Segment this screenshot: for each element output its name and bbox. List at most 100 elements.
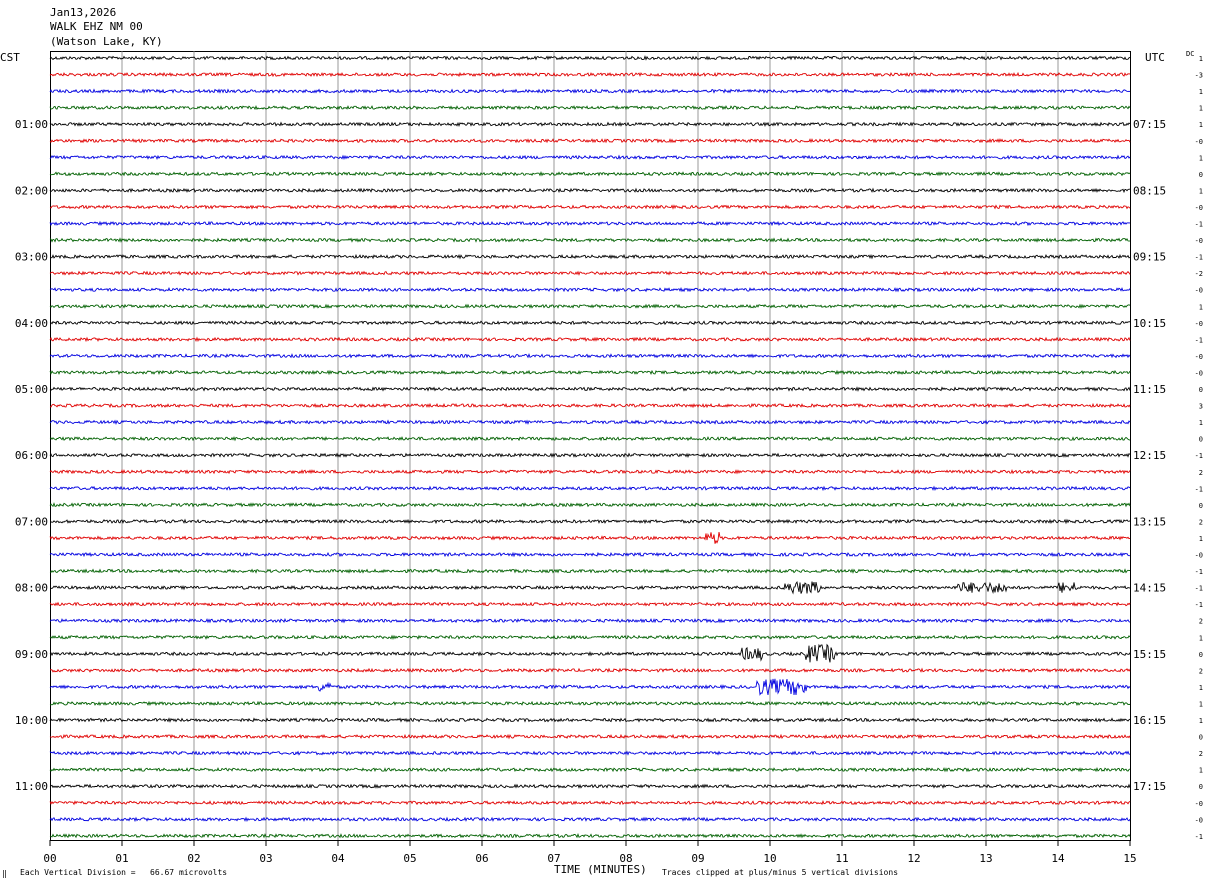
trace-row-36	[49, 634, 1131, 641]
trace-row-37	[49, 643, 1131, 663]
dc-offset-value: 2	[1199, 667, 1203, 675]
minute-grid	[121, 51, 1059, 840]
right-hour-label: 15:15	[1133, 648, 1166, 661]
dc-offset-value: -0	[1195, 800, 1203, 808]
left-hour-label: 05:00	[15, 383, 48, 396]
right-hour-label: 09:15	[1133, 251, 1166, 264]
left-hour-label: 04:00	[15, 317, 48, 330]
dc-offset-value: -0	[1195, 320, 1203, 328]
dc-offset-value: 1	[1199, 121, 1203, 129]
dc-offset-value: 0	[1199, 734, 1203, 742]
trace-row-10	[49, 204, 1131, 210]
dc-offset-value: 1	[1199, 767, 1203, 775]
trace-row-23	[49, 419, 1131, 425]
trace-row-12	[49, 237, 1131, 243]
x-tick-label: 10	[763, 852, 776, 865]
dc-offset-value: 0	[1199, 436, 1203, 444]
dc-offset-value: 1	[1199, 55, 1203, 63]
trace-row-9	[49, 187, 1130, 194]
x-tick-label: 06	[475, 852, 488, 865]
trace-row-42	[49, 733, 1131, 740]
trace-row-17	[49, 319, 1131, 326]
header-date: Jan13,2026	[50, 6, 116, 19]
trace-row-26	[49, 468, 1131, 475]
dc-offset-value: 1	[1199, 684, 1203, 692]
right-timezone-label: UTC	[1145, 51, 1165, 64]
dc-offset-value: 1	[1199, 634, 1203, 642]
trace-row-27	[49, 485, 1131, 492]
left-timezone-label: CST	[0, 51, 20, 64]
right-hour-label: 12:15	[1133, 449, 1166, 462]
trace-row-8	[49, 171, 1131, 177]
x-tick-label: 15	[1123, 852, 1136, 865]
trace-row-43	[49, 750, 1131, 756]
trace-row-24	[49, 436, 1131, 442]
trace-row-33	[49, 580, 1131, 595]
trace-row-47	[49, 816, 1131, 823]
trace-row-39	[49, 678, 1131, 696]
dc-offset-value: 1	[1199, 535, 1203, 543]
dc-offset-value: 3	[1199, 403, 1203, 411]
dc-offset-value: -1	[1195, 833, 1203, 841]
right-hour-label: 08:15	[1133, 184, 1166, 197]
right-hour-label: 17:15	[1133, 780, 1166, 793]
x-tick-label: 02	[187, 852, 200, 865]
scale-bar-mark: ‖	[2, 869, 7, 878]
right-hour-label: 11:15	[1133, 383, 1166, 396]
left-hour-label: 07:00	[15, 515, 48, 528]
trace-row-19	[49, 353, 1131, 359]
x-tick-label: 04	[331, 852, 345, 865]
trace-row-5	[49, 121, 1131, 128]
trace-row-2	[49, 71, 1131, 78]
dc-offset-values: 1 -3 1 1 1 -0 1 0 1 -0 -1 -0 -1 -2 -0 1 -0 -1 -0 -0 0 3 1 0 -1 2 -…	[1195, 55, 1203, 841]
dc-offset-value: 1	[1199, 154, 1203, 162]
x-tick-label: 09	[691, 852, 704, 865]
header-location: (Watson Lake, KY)	[50, 35, 163, 48]
x-tick-label: 14	[1051, 852, 1065, 865]
dc-offset-value: -1	[1195, 585, 1203, 593]
right-time-labels: 07:15 08:15 09:15 10:15 11:15 12:15 13:15 14:15…	[1133, 118, 1166, 793]
x-tick-label: 00	[43, 852, 56, 865]
trace-row-35	[49, 617, 1131, 624]
left-time-labels: 01:00 02:00 03:00 04:00 05:00 06:00 07:00 08:00…	[15, 118, 48, 793]
dc-offset-value: -3	[1195, 72, 1203, 80]
trace-row-14	[49, 270, 1131, 276]
seismic-traces	[49, 55, 1131, 839]
clip-text: Traces clipped at plus/minus 5 vertical …	[662, 868, 898, 877]
trace-row-28	[49, 502, 1131, 508]
trace-row-34	[49, 601, 1131, 607]
left-hour-label: 01:00	[15, 118, 48, 131]
x-tick-label: 01	[115, 852, 128, 865]
dc-offset-value: -2	[1195, 270, 1203, 278]
trace-row-16	[49, 303, 1131, 310]
header-station: WALK EHZ NM 00	[50, 20, 143, 33]
dc-offset-value: -1	[1195, 568, 1203, 576]
trace-row-40	[49, 700, 1131, 707]
dc-offset-value: -0	[1195, 287, 1203, 295]
dc-offset-value: 1	[1199, 303, 1203, 311]
right-hour-label: 16:15	[1133, 714, 1166, 727]
dc-offset-value: 1	[1199, 187, 1203, 195]
right-hour-label: 14:15	[1133, 582, 1166, 595]
dc-offset-value: -0	[1195, 369, 1203, 377]
trace-row-44	[49, 767, 1131, 773]
trace-row-46	[49, 799, 1131, 806]
dc-offset-value: 1	[1199, 419, 1203, 427]
left-hour-label: 11:00	[15, 780, 48, 793]
right-hour-label: 13:15	[1133, 515, 1166, 528]
left-hour-label: 03:00	[15, 251, 48, 264]
left-hour-label: 02:00	[15, 184, 48, 197]
dc-offset-value: 2	[1199, 469, 1203, 477]
x-tick-label: 11	[835, 852, 848, 865]
left-hour-label: 10:00	[15, 714, 48, 727]
trace-row-31	[49, 551, 1130, 558]
trace-row-30	[49, 532, 1131, 544]
trace-row-21	[49, 386, 1131, 392]
trace-row-25	[49, 452, 1131, 458]
left-hour-label: 09:00	[15, 648, 48, 661]
right-hour-label: 07:15	[1133, 118, 1166, 131]
dc-offset-value: -0	[1195, 237, 1203, 245]
left-hour-label: 06:00	[15, 449, 48, 462]
x-tick-label: 12	[907, 852, 920, 865]
